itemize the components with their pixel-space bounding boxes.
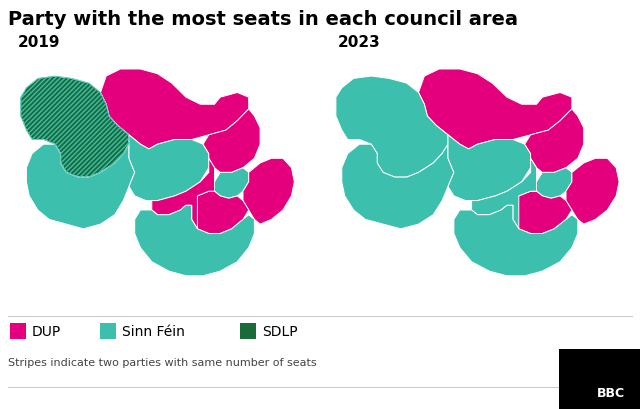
Polygon shape <box>214 168 249 199</box>
Polygon shape <box>26 145 134 229</box>
Polygon shape <box>472 159 536 229</box>
Polygon shape <box>513 192 572 234</box>
Polygon shape <box>342 145 454 229</box>
Polygon shape <box>243 159 294 225</box>
Bar <box>10 323 26 339</box>
Bar <box>100 323 116 339</box>
Polygon shape <box>100 70 249 150</box>
Polygon shape <box>20 77 129 178</box>
Text: BBC: BBC <box>597 386 625 399</box>
Polygon shape <box>192 192 249 234</box>
Polygon shape <box>152 159 214 229</box>
Polygon shape <box>134 206 254 276</box>
Text: 2019: 2019 <box>18 35 61 50</box>
Polygon shape <box>566 159 619 225</box>
Text: SDLP: SDLP <box>262 324 298 338</box>
Text: Party with the most seats in each council area: Party with the most seats in each counci… <box>8 10 518 29</box>
Bar <box>240 323 256 339</box>
Polygon shape <box>448 135 531 201</box>
Text: Stripes indicate two parties with same number of seats: Stripes indicate two parties with same n… <box>8 357 317 367</box>
Text: DUP: DUP <box>32 324 61 338</box>
Polygon shape <box>536 168 572 199</box>
Polygon shape <box>454 206 578 276</box>
Polygon shape <box>203 110 260 173</box>
Text: 2023: 2023 <box>338 35 381 50</box>
Polygon shape <box>336 77 448 178</box>
Polygon shape <box>129 135 209 201</box>
Text: Sinn Féin: Sinn Féin <box>122 324 185 338</box>
Polygon shape <box>525 110 584 173</box>
Polygon shape <box>419 70 572 150</box>
